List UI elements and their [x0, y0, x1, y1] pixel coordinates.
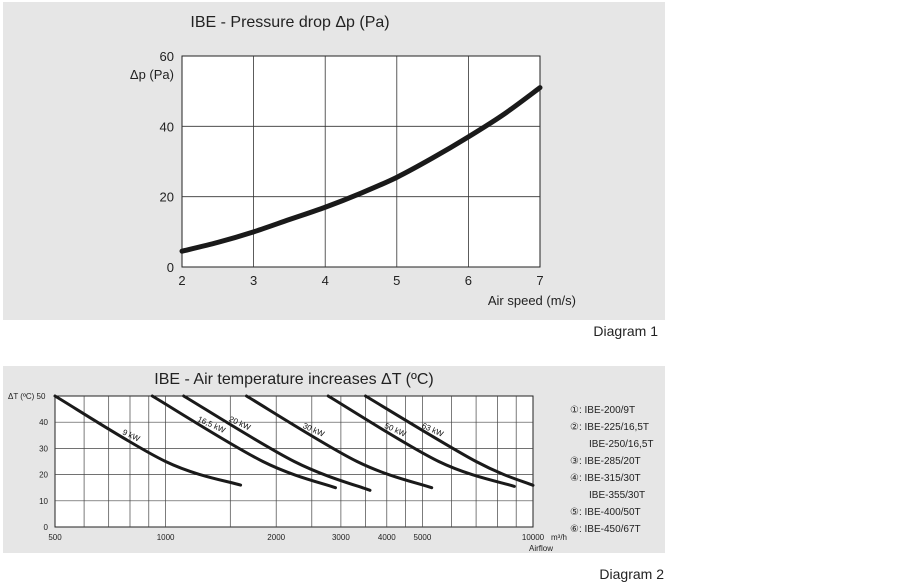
- x-axis-label: Air speed (m/s): [488, 293, 576, 308]
- legend-entry: ⑤: IBE-400/50T: [570, 507, 641, 518]
- diagram-2-caption: Diagram 2: [599, 566, 664, 582]
- legend-entry: IBE-250/16,5T: [589, 439, 653, 450]
- legend-entry: ①: IBE-200/9T: [570, 405, 635, 416]
- temperature-curve: [150, 394, 337, 490]
- y-tick-label: 0: [167, 260, 174, 275]
- temperature-curve: [244, 394, 434, 490]
- x-tick-label: 10000: [522, 533, 545, 542]
- legend-entry: ⑥: IBE-450/67T: [570, 524, 641, 535]
- y-tick-label: 40: [160, 119, 174, 134]
- y-axis-label: Δp (Pa): [130, 67, 174, 82]
- temperature-curve: [363, 394, 535, 487]
- y-tick-label: 30: [39, 444, 48, 453]
- y-axis-label: ΔT (ºC) 50: [8, 392, 46, 401]
- x-tick-label: 3: [250, 273, 257, 288]
- y-tick-label: 60: [160, 49, 174, 64]
- x-tick-label: 5000: [414, 533, 432, 542]
- y-tick-label: 20: [160, 190, 174, 205]
- legend-entry: IBE-355/30T: [589, 490, 645, 501]
- temperature-curve: [53, 394, 243, 487]
- legend-entry: ④: IBE-315/30T: [570, 473, 641, 484]
- x-tick-label: 3000: [332, 533, 350, 542]
- x-axis-unit: m³/h: [551, 533, 567, 542]
- y-tick-label: 20: [39, 471, 48, 480]
- x-tick-label: 5: [393, 273, 400, 288]
- x-tick-label: 2000: [267, 533, 285, 542]
- y-tick-label: 10: [39, 497, 48, 506]
- diagram-1-caption: Diagram 1: [593, 323, 658, 339]
- x-tick-label: 2: [178, 273, 185, 288]
- legend-entry: ③: IBE-285/20T: [570, 456, 641, 467]
- plot-area: [181, 55, 541, 268]
- x-tick-label: 4: [322, 273, 329, 288]
- temperature-curve: [182, 394, 372, 492]
- x-tick-label: 500: [48, 533, 62, 542]
- legend-entry: ②: IBE-225/16,5T: [570, 422, 649, 433]
- chart-title: IBE - Air temperature increases ΔT (ºC): [154, 371, 433, 388]
- pressure-drop-curve: [179, 85, 543, 254]
- x-tick-label: 4000: [378, 533, 396, 542]
- y-tick-label: 40: [39, 418, 48, 427]
- x-tick-label: 6: [465, 273, 472, 288]
- y-tick-label: 0: [44, 523, 49, 532]
- x-tick-label: 7: [536, 273, 543, 288]
- chart-title: IBE - Pressure drop Δp (Pa): [190, 14, 389, 31]
- x-tick-label: 1000: [157, 533, 175, 542]
- temperature-curve: [326, 394, 516, 488]
- x-axis-label: Airflow: [529, 544, 553, 553]
